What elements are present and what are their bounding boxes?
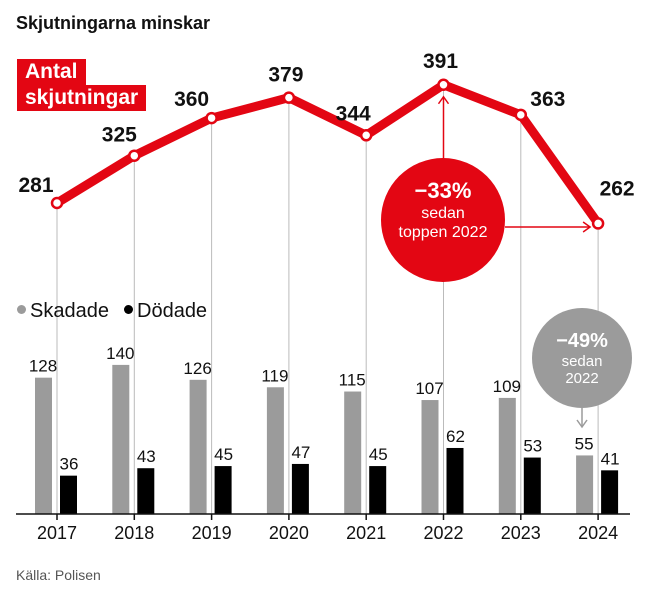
bar-injured-2017 [35, 377, 52, 514]
x-tick-label-2018: 2018 [114, 523, 154, 543]
line-point-2024 [591, 217, 605, 230]
source-note: Källa: Polisen [16, 567, 101, 583]
bar-killed-2019 [214, 466, 232, 514]
peak-arrow-up-head [437, 95, 450, 105]
bar-killed-2020 [291, 463, 309, 514]
chart-title: Skjutningarna minskar [16, 13, 211, 33]
bar-injured-2021 [344, 391, 362, 514]
peak-arrow-right-head [582, 221, 592, 233]
bar-killed-label-2024: 41 [601, 449, 620, 468]
bar-injured-label-2020: 119 [261, 366, 288, 385]
line-point-2017 [50, 196, 64, 210]
bar-injured-2023 [498, 397, 516, 514]
line-point-2021 [359, 129, 373, 142]
bar-injured-label-2018: 140 [106, 344, 134, 363]
legend-injured-swatch [17, 305, 26, 314]
bar-injured-2019 [189, 379, 207, 514]
bar-injured-2024 [576, 455, 594, 514]
line-label-1: Antal [17, 59, 86, 85]
bar-injured-2020 [266, 387, 284, 514]
x-tick-label-2020: 2020 [269, 523, 309, 543]
x-tick-label-2023: 2023 [501, 523, 541, 543]
x-tick-label-2019: 2019 [192, 523, 232, 543]
bar-injured-label-2019: 126 [183, 359, 211, 378]
line-point-label-2020: 379 [268, 64, 303, 87]
legend-injured-label: Skadade [30, 300, 109, 322]
x-tick-label-2022: 2022 [423, 523, 463, 543]
bar-injured-2022 [421, 400, 439, 514]
line-point-label-2021: 344 [336, 102, 371, 125]
line-point-2020 [282, 91, 296, 104]
line-point-label-2022: 391 [423, 50, 458, 73]
killed-change-bubble: −49% sedan 2022 [532, 308, 632, 408]
bar-injured-label-2023: 109 [493, 377, 521, 396]
x-tick-label-2017: 2017 [37, 523, 77, 543]
line-point-label-2023: 363 [530, 88, 565, 111]
bar-killed-label-2017: 36 [60, 455, 79, 474]
line-series-shootings [52, 80, 603, 228]
peak-change-line-1: sedan [421, 205, 465, 222]
bar-killed-2018 [137, 468, 155, 514]
peak-change-bubble: −33% sedan toppen 2022 [381, 158, 505, 282]
peak-change-line-2: toppen 2022 [398, 224, 488, 241]
bar-injured-label-2021: 115 [339, 371, 366, 390]
bar-killed-2024 [601, 470, 619, 514]
killed-change-value: −49% [556, 330, 608, 352]
line-point-label-2017: 281 [18, 174, 53, 197]
line-point-2023 [514, 108, 528, 122]
bar-injured-label-2024: 55 [575, 434, 594, 453]
killed-change-line-2: 2022 [565, 370, 599, 387]
line-point-2018 [128, 149, 141, 162]
x-tick-label-2024: 2024 [578, 523, 618, 543]
bar-killed-label-2018: 43 [137, 447, 156, 466]
bar-killed-2023 [523, 457, 541, 514]
killed-arrow-down-head [576, 419, 588, 429]
bar-killed-2017 [60, 475, 77, 514]
bar-injured-2018 [112, 364, 130, 514]
line-point-label-2019: 360 [174, 88, 209, 111]
line-label-2: skjutningar [17, 85, 147, 111]
bar-killed-label-2023: 53 [523, 437, 542, 456]
line-point-label-2024: 262 [600, 177, 635, 200]
bar-killed-label-2022: 62 [446, 427, 465, 446]
bar-killed-2021 [369, 466, 387, 514]
bar-killed-2022 [446, 447, 464, 514]
line-point-label-2018: 325 [102, 124, 137, 147]
killed-change-line-1: sedan [561, 353, 603, 370]
legend-injured: Skadade [17, 300, 109, 323]
line-point-2019 [205, 111, 218, 125]
bar-killed-label-2020: 47 [291, 443, 310, 462]
line-point-2022 [437, 78, 450, 91]
x-tick-label-2021: 2021 [346, 523, 386, 543]
legend-killed-label: Dödade [137, 300, 208, 322]
bar-injured-label-2022: 107 [415, 379, 443, 398]
bar-killed-label-2019: 45 [214, 445, 233, 464]
chart-canvas: 128 36 140 43 126 45 119 47 115 45 107 62 109 53 55 41 2… [16, 50, 635, 543]
bar-killed-label-2021: 45 [369, 445, 388, 464]
legend-killed: Dödade [124, 300, 207, 323]
bar-injured-label-2017: 128 [29, 357, 57, 376]
peak-change-value: −33% [414, 178, 472, 203]
legend-killed-swatch [124, 305, 133, 314]
